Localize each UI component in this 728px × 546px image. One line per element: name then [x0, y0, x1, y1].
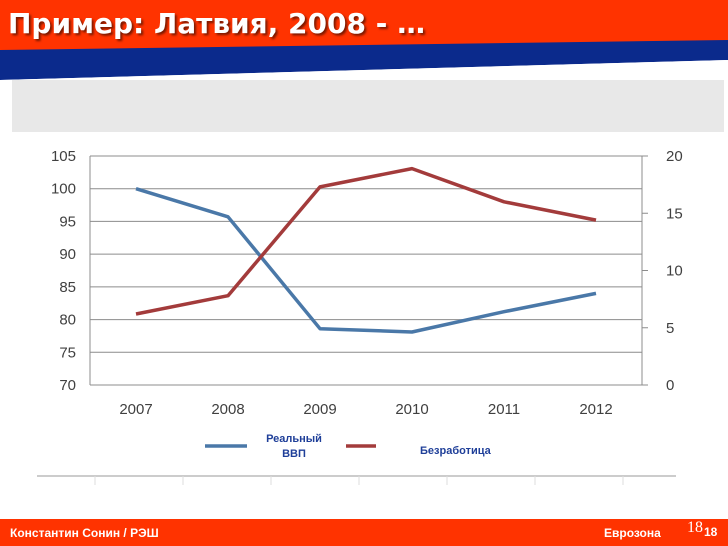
footer-author: Константин Сонин / РЭШ	[10, 526, 159, 540]
legend: Реальный ВВП Безработица	[205, 433, 492, 460]
y-left-tick-label: 100	[51, 181, 76, 198]
x-tick-label: 2009	[303, 401, 336, 418]
x-tick-label: 2010	[395, 401, 428, 418]
footer-topic: Еврозона	[604, 526, 661, 540]
y-right-tick-label: 5	[666, 320, 674, 337]
slide-number: 18	[687, 519, 703, 536]
header-swoosh	[0, 40, 728, 86]
y-right-ticks: 0 5 10 15 20	[642, 148, 683, 394]
y-left-tick-label: 75	[59, 344, 76, 361]
x-tick-label: 2011	[488, 401, 520, 418]
title-bar: Пример: Латвия, 2008 - …	[0, 0, 728, 50]
x-tick-label: 2007	[119, 401, 152, 418]
lower-rule	[37, 475, 676, 485]
subtitle-box	[12, 80, 724, 132]
series-lines	[135, 166, 597, 334]
y-left-tick-label: 105	[51, 148, 76, 165]
y-left-tick-label: 80	[59, 312, 76, 329]
y-right-tick-label: 20	[666, 148, 683, 165]
y-left-tick-label: 90	[59, 246, 76, 263]
chart: 70 75 80 85 90 95 100 105 0 5 10 15 20 2007 2008 2009…	[37, 148, 683, 485]
y-right-tick-label: 0	[666, 377, 674, 394]
footer-bar: Константин Сонин / РЭШ Еврозона	[0, 519, 728, 546]
y-left-tick-label: 85	[59, 279, 76, 296]
series-line-unemployment	[135, 166, 597, 316]
x-ticks: 2007 2008 2009 2010 2011 2012	[119, 401, 612, 418]
legend-label-unemployment: Безработица	[420, 445, 492, 457]
y-left-tick-label: 95	[59, 213, 76, 230]
legend-label-gdp: Реальный ВВП	[266, 433, 322, 460]
x-tick-label: 2012	[579, 401, 612, 418]
series-line-gdp	[135, 187, 597, 334]
y-right-tick-label: 15	[666, 205, 683, 222]
y-left-tick-label: 70	[59, 377, 76, 394]
slide-number-bold: 18	[704, 525, 718, 539]
slide-title: Пример: Латвия, 2008 - …	[8, 7, 426, 40]
y-right-tick-label: 10	[666, 263, 683, 280]
gridlines	[89, 155, 643, 386]
x-tick-label: 2008	[211, 401, 244, 418]
y-left-ticks: 70 75 80 85 90 95 100 105	[51, 148, 76, 394]
